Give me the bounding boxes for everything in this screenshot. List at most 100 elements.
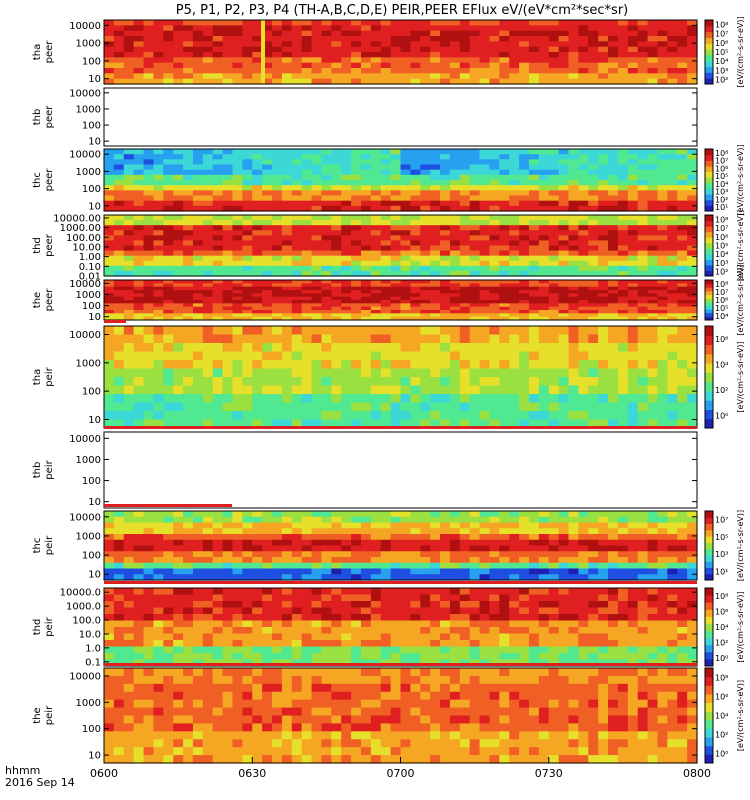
heatmap-cell (272, 30, 283, 37)
heatmap-cell (677, 545, 688, 552)
heatmap-cell (469, 235, 481, 242)
heatmap-cell (351, 225, 362, 231)
heatmap-cell (262, 633, 273, 641)
heatmap-cell (400, 296, 411, 301)
heatmap-cell (113, 280, 125, 284)
heatmap-cell (568, 300, 579, 304)
heatmap-cell (459, 230, 471, 236)
heatmap-cell (331, 334, 342, 344)
heatmap-cell (222, 601, 234, 609)
heatmap-cell (568, 557, 579, 564)
heatmap-cell (449, 225, 461, 231)
heatmap-cell (410, 522, 421, 529)
heatmap-cell (687, 351, 698, 361)
heatmap-cell (104, 215, 115, 221)
heatmap-cell (608, 528, 619, 535)
heatmap-cell (519, 313, 530, 318)
heatmap-cell (183, 245, 194, 252)
heatmap-cell (489, 195, 500, 202)
heatmap-cell (479, 296, 491, 301)
heatmap-cell (598, 411, 609, 421)
heatmap-cell (588, 568, 599, 575)
heatmap-cell (568, 230, 579, 236)
heatmap-cell (479, 270, 491, 277)
heatmap-cell (262, 270, 273, 277)
heatmap-cell (469, 402, 481, 412)
ylabel-line: the (32, 292, 43, 308)
heatmap-cell (321, 154, 332, 160)
heatmap-cell (677, 235, 688, 242)
heatmap-cell (331, 516, 342, 524)
heatmap-cell (360, 174, 372, 181)
heatmap-cell (390, 225, 402, 231)
heatmap-cell (469, 511, 481, 518)
heatmap-cell (153, 280, 164, 284)
heatmap-cell (351, 200, 362, 207)
heatmap-cell (232, 545, 243, 552)
heatmap-cell (202, 240, 214, 247)
heatmap-cell (202, 57, 214, 64)
heatmap-cell (420, 180, 431, 186)
heatmap-cell (440, 601, 451, 609)
heatmap-cell (331, 627, 342, 635)
heatmap-cell (598, 360, 609, 370)
heatmap-cell (281, 190, 293, 197)
heatmap-cell (400, 46, 411, 53)
heatmap-cell (113, 310, 125, 314)
heatmap-cell (311, 149, 323, 155)
heatmap-cell (499, 290, 510, 294)
heatmap-cell (598, 41, 609, 48)
heatmap-cell (509, 316, 520, 321)
heatmap-cell (291, 296, 303, 301)
heatmap-cell (331, 343, 342, 353)
heatmap-cell (242, 620, 253, 628)
heatmap-cell (400, 633, 411, 641)
heatmap-cell (360, 30, 372, 37)
heatmap-cell (479, 25, 491, 32)
heatmap-cell (617, 68, 629, 74)
heatmap-cell (410, 30, 421, 37)
heatmap-cell (558, 36, 570, 42)
heatmap-cell (568, 46, 579, 53)
ytick-label: 10 (88, 137, 101, 148)
colorbar-swatch (705, 400, 713, 410)
heatmap-cell (360, 377, 372, 387)
heatmap-cell (202, 594, 214, 602)
heatmap-cell (598, 516, 609, 524)
heatmap-cell (509, 20, 520, 26)
colorbar-tick-label: 10⁵ (715, 172, 728, 181)
heatmap-cell (133, 235, 145, 242)
heatmap-cell (637, 343, 649, 353)
heatmap-cell (430, 394, 441, 404)
heatmap-cell (677, 180, 688, 186)
heatmap-cell (202, 653, 214, 661)
heatmap-cell (212, 601, 224, 609)
heatmap-cell (153, 511, 164, 518)
heatmap-cell (449, 280, 461, 284)
heatmap-cell (301, 215, 313, 221)
heatmap-cell (558, 310, 570, 314)
heatmap-cell (459, 245, 471, 252)
heatmap-cell (400, 402, 411, 412)
heatmap-cell (252, 185, 263, 191)
heatmap-cell (212, 385, 224, 395)
heatmap-cell (192, 511, 204, 518)
heatmap-cell (528, 394, 540, 404)
ytick-label: 1000 (76, 531, 101, 542)
heatmap-cell (183, 351, 194, 361)
heatmap-cell (252, 394, 263, 404)
heatmap-cell (104, 368, 115, 378)
heatmap-cell (133, 334, 145, 344)
heatmap-cell (262, 62, 273, 69)
heatmap-cell (657, 180, 668, 186)
heatmap-cell (360, 522, 372, 529)
heatmap-cell (222, 154, 234, 160)
heatmap-cell (272, 57, 283, 64)
heatmap-cell (192, 149, 204, 155)
heatmap-cell (212, 154, 224, 160)
heatmap-cell (459, 551, 471, 558)
heatmap-cell (459, 25, 471, 32)
heatmap-cell (459, 568, 471, 575)
heatmap-cell (301, 154, 313, 160)
heatmap-cell (143, 640, 155, 648)
